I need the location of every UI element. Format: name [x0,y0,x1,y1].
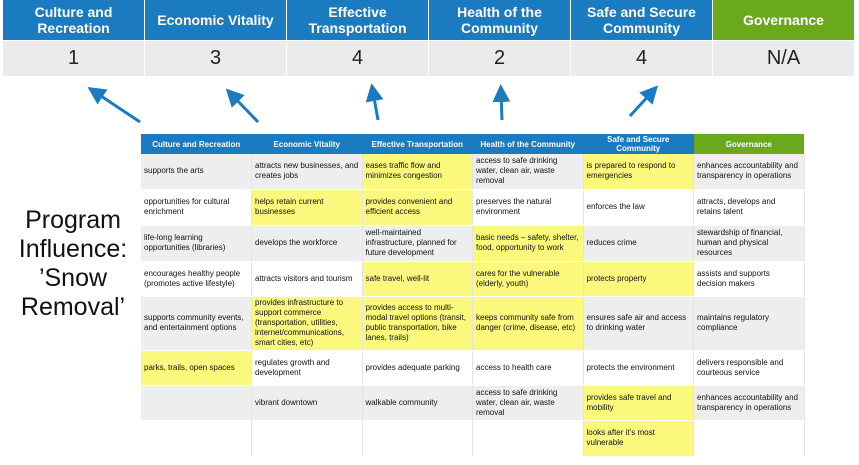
table-row: vibrant downtown walkable community access… [141,385,805,421]
table-row: supports the arts attracts new businesses… [141,154,805,190]
table-cell [693,420,805,457]
table-cell: provides safe travel and mobility [583,385,694,421]
table-cell: attracts visitors and tourism [251,261,363,297]
table-cell: helps retain current businesses [251,189,363,226]
table-cell: is prepared to respond to emergencies [583,154,694,190]
table-cell: provides infrastructure to support comme… [251,296,363,351]
table-cell: eases traffic flow and minimizes congest… [362,154,473,190]
column-header: Culture and Recreation [141,134,252,154]
summary-score: 1 [3,40,145,76]
table-cell: enhances accountability and transparency… [693,154,805,190]
table-cell: supports the arts [141,154,252,190]
table-cell: provides access to multi-modal travel op… [362,296,473,351]
summary-header: Governance [713,0,855,40]
column-header: Effective Transportation [362,134,473,154]
table-cell: parks, trails, open spaces [141,350,252,386]
table-cell: provides convenient and efficient access [362,189,473,226]
column-header: Safe and Secure Community [583,134,694,154]
summary-score: 4 [287,40,429,76]
table-cell: access to safe drinking water, clean air… [472,385,584,421]
column-header: Health of the Community [472,134,583,154]
table-cell: reduces crime [583,225,694,262]
table-cell: assists and supports decision makers [693,261,805,297]
summary-score: 2 [429,40,571,76]
table-cell: provides adequate parking [362,350,473,386]
table-cell: ensures safe air and access to drinking … [583,296,694,351]
table-cell: life-long learning opportunities (librar… [141,225,252,262]
table-row: life-long learning opportunities (librar… [141,225,805,262]
table-cell: maintains regulatory compliance [693,296,805,351]
table-cell: walkable community [362,385,473,421]
table-cell: protects property [583,261,694,297]
column-header: Economic Vitality [251,134,362,154]
table-cell: looks after it’s most vulnerable [583,420,694,457]
arrow-icon [225,88,260,124]
table-cell: enforces the law [583,189,694,226]
table-cell: protects the environment [583,350,694,386]
table-cell: access to health care [472,350,584,386]
influence-table: Culture and Recreation Economic Vitality E… [141,134,805,457]
arrow-icon [365,83,384,121]
summary-score: N/A [713,40,855,76]
summary-header: Effective Transportation [287,0,429,40]
table-row: opportunities for cultural enrichment hel… [141,189,805,226]
table-cell: regulates growth and development [251,350,363,386]
column-header: Governance [693,134,804,154]
table-cell: safe travel, well-lit [362,261,473,297]
table-cell: develops the workforce [251,225,363,262]
summary-header: Culture and Recreation [3,0,145,40]
table-cell: access to safe drinking water, clean air… [472,154,584,190]
table-row: encourages healthy people (promotes acti… [141,261,805,297]
arrow-icon [492,84,511,121]
table-cell: supports community events, and entertain… [141,296,252,351]
table-cell: enhances accountability and transparency… [693,385,805,421]
table-cell: attracts, develops and retains talent [693,189,805,226]
table-row: parks, trails, open spaces regulates grow… [141,350,805,386]
table-cell [362,420,473,457]
table-cell: vibrant downtown [251,385,363,421]
table-cell: preserves the natural environment [472,189,584,226]
table-cell [472,420,584,457]
table-cell: cares for the vulnerable (elderly, youth… [472,261,584,297]
arrow-icon [87,87,141,124]
table-cell: delivers responsible and courteous servi… [693,350,805,386]
table-cell [251,420,363,457]
table-cell: basic needs – safety, shelter, food, opp… [472,225,584,262]
table-cell: opportunities for cultural enrichment [141,189,252,226]
summary-header: Health of the Community [429,0,571,40]
table-cell [141,420,252,457]
table-row: supports community events, and entertain… [141,296,805,351]
program-influence-label: Program Influence: ’Snow Removal’ [18,206,128,321]
summary-header: Economic Vitality [145,0,287,40]
table-cell: attracts new businesses, and creates job… [251,154,363,190]
table-cell: stewardship of financial, human and phys… [693,225,805,262]
table-cell: well-maintained infrastructure, planned … [362,225,473,262]
table-cell: keeps community safe from danger (crime,… [472,296,584,351]
table-row: looks after it’s most vulnerable [141,420,805,457]
summary-score: 3 [145,40,287,76]
summary-score: 4 [571,40,713,76]
arrow-icon [628,85,659,118]
summary-scores: Culture and Recreation Economic Vitality E… [3,0,855,76]
table-cell: encourages healthy people (promotes acti… [141,261,252,297]
summary-header: Safe and Secure Community [571,0,713,40]
table-cell [141,385,252,421]
